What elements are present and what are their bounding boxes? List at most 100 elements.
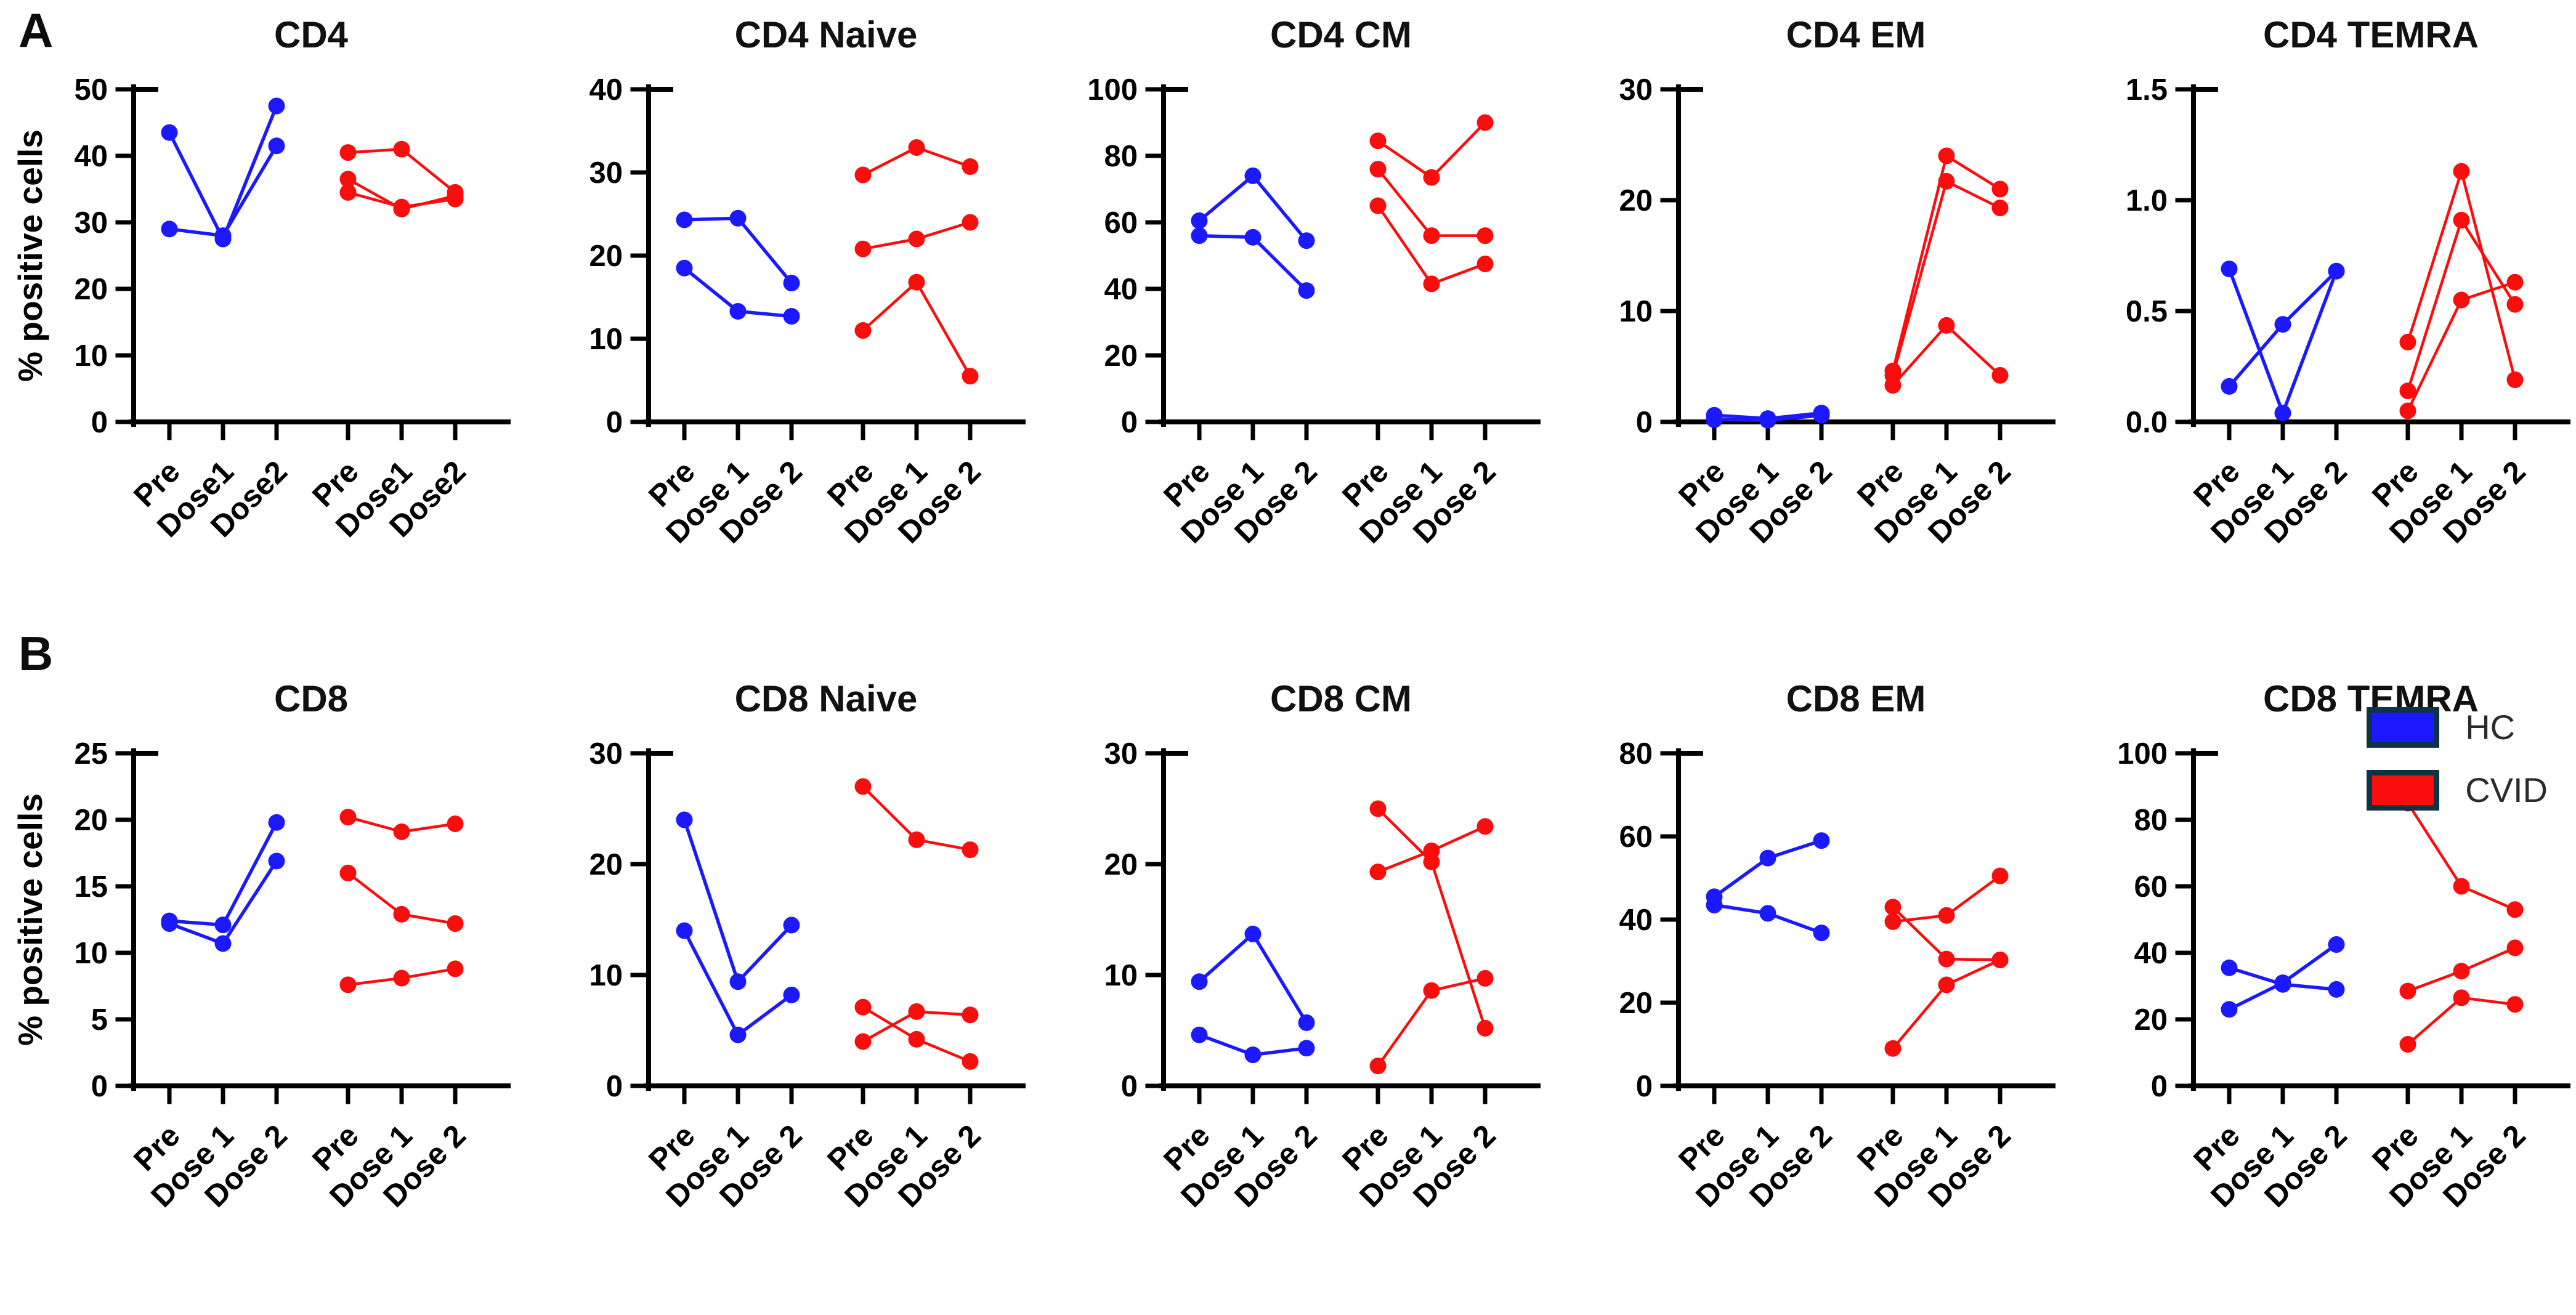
cvid-swatch-icon [2367,770,2440,811]
svg-text:40: 40 [589,73,623,107]
chart-title-cd8: CD8 [273,678,349,719]
series-cvid-4 [1884,951,2009,1057]
svg-text:1.0: 1.0 [2126,184,2168,217]
legend-label-cvid: CVID [2465,771,2548,809]
legend-item-hc: HC [2367,707,2548,748]
y-axis: 0 10 20 30 40 [589,73,673,439]
series-hc-1 [1191,1026,1315,1064]
series-cvid-2 [339,809,464,840]
svg-text:1.5: 1.5 [2126,73,2168,107]
series-cvid-3 [1884,172,2009,384]
svg-text:20: 20 [1104,848,1138,881]
series-cvid-2 [1369,800,1494,1037]
svg-text:40: 40 [2134,937,2168,970]
svg-text:80: 80 [2134,804,2168,837]
series-hc-1 [2221,262,2345,395]
hc-swatch-icon [2367,707,2440,748]
series-cvid-3 [1369,818,1494,881]
svg-text:10: 10 [74,937,108,970]
svg-text:100: 100 [1087,73,1138,107]
series-hc-1 [676,259,800,325]
svg-text:20: 20 [74,804,108,837]
svg-text:0: 0 [2151,1070,2168,1103]
y-axis: 0 10 20 30 40 50 % positive cells [11,73,158,439]
series-cvid-3 [339,864,464,932]
chart-cd8-cm: CD8 CM 0 10 20 30 Pre Dose 1 Dose 2 Pre Dose 1 Do… [1031,673,1546,1268]
svg-text:60: 60 [2134,870,2168,904]
series-cvid-4 [1369,197,1494,293]
series-cvid-3 [1369,161,1494,245]
y-axis: 0 10 20 30 [1104,737,1188,1103]
svg-text:0: 0 [1636,406,1653,439]
svg-text:40: 40 [1104,273,1138,306]
series-hc-0 [676,209,800,292]
chart-title-cd8-naive: CD8 Naive [734,678,918,719]
chart-title-cd4: CD4 [273,14,349,55]
series-cvid-4 [339,184,464,216]
svg-text:30: 30 [589,156,623,190]
legend-item-cvid: CVID [2367,770,2548,811]
svg-text:50: 50 [74,73,108,107]
series-cvid-2 [1884,147,2009,379]
svg-text:10: 10 [589,323,623,356]
svg-text:30: 30 [1619,73,1653,107]
y-axis: 0 5 10 15 20 25 % positive cells [11,737,158,1103]
svg-text:20: 20 [2134,1003,2168,1037]
svg-text:10: 10 [1104,959,1138,992]
svg-text:0: 0 [91,1070,108,1103]
chart-title-cd8-em: CD8 EM [1786,678,1926,719]
svg-text:0: 0 [1121,1070,1138,1103]
series-hc-1 [2221,936,2345,1018]
chart-cd4: CD4 0 10 20 30 40 50 % positive cells Pre Dose1 D… [1,9,516,604]
chart-title-cd4-cm: CD4 CM [1270,14,1412,55]
svg-text:10: 10 [74,339,108,373]
panel-label-b: B [18,626,54,681]
series-cvid-4 [854,273,979,385]
series-hc-0 [2221,261,2345,422]
chart-cd8-naive: CD8 Naive 0 10 20 30 Pre Dose 1 Dose 2 Pre Dose … [516,673,1031,1268]
series-cvid-2 [1369,114,1494,186]
y-axis: 0 20 40 60 80 100 [2117,737,2218,1103]
plot-cd4: 0 10 20 30 40 50 % positive cells PreDose1Dose2… [11,73,511,544]
y-axis: 0 10 20 30 [1619,73,1703,439]
series-cvid-3 [2399,939,2524,1000]
series-cvid-4 [339,960,464,993]
svg-text:80: 80 [1104,140,1138,173]
chart-cd4-temra: CD4 TEMRA 0.0 0.5 1.0 1.5 Pre Dose 1 Dose 2 Pre… [2061,9,2576,604]
series-hc-1 [1706,896,1830,942]
series-hc-1 [161,137,285,245]
svg-text:0.5: 0.5 [2126,295,2168,328]
svg-text:80: 80 [1619,737,1653,771]
svg-text:0: 0 [1121,406,1138,439]
svg-text:100: 100 [2117,737,2168,771]
svg-text:20: 20 [1104,339,1138,373]
series-cvid-2 [854,139,979,184]
svg-text:0.0: 0.0 [2126,406,2168,439]
svg-text:15: 15 [74,870,108,904]
series-cvid-4 [2399,989,2524,1053]
svg-text:20: 20 [74,273,108,306]
series-hc-0 [161,814,285,934]
series-hc-0 [1706,832,1830,905]
svg-text:10: 10 [589,959,623,992]
svg-text:20: 20 [589,240,623,273]
series-hc-0 [161,97,285,248]
chart-title-cd4-temra: CD4 TEMRA [2262,14,2479,55]
svg-text:30: 30 [589,737,623,771]
svg-text:0: 0 [91,406,108,439]
y-axis: 0 10 20 30 [589,737,673,1103]
chart-cd4-cm: CD4 CM 0 20 40 60 80 100 Pre Dose 1 Dose 2 Pre Dos… [1031,9,1546,604]
chart-cd8-temra: CD8 TEMRA 0 20 40 60 80 100 Pre Dose 1 Dose 2 Pre… [2061,673,2576,1268]
panel-label-a: A [18,3,54,57]
